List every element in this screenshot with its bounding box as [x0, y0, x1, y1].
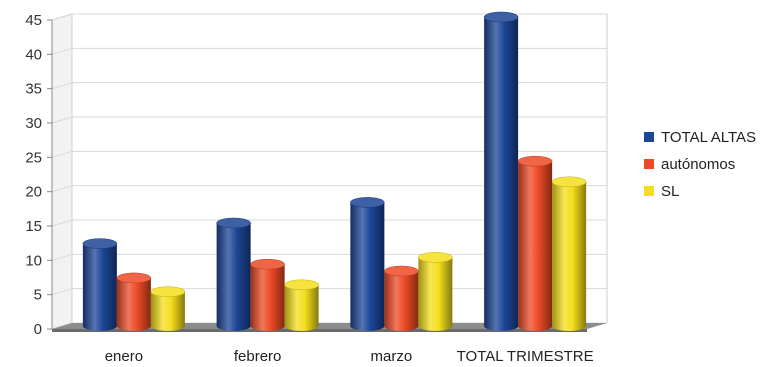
y-axis: 0 5 10 15 20 25 30 35 40 45	[25, 12, 53, 338]
bar-top	[517, 155, 553, 167]
y-tick-label: 25	[25, 149, 42, 166]
bar-body	[384, 271, 419, 332]
bar	[384, 265, 419, 332]
floor-top	[52, 323, 607, 329]
bar-body	[350, 202, 385, 332]
legend-swatch	[644, 159, 654, 169]
gridline-side	[51, 82, 73, 90]
legend-swatch	[644, 186, 654, 196]
y-tick-label: 30	[25, 115, 42, 132]
y-tick-label: 5	[34, 287, 42, 304]
bar-top	[82, 238, 118, 249]
bar-top	[483, 11, 519, 23]
bar-body	[82, 243, 117, 332]
legend-item: TOTAL ALTAS	[644, 129, 756, 146]
chart-floor	[52, 323, 607, 332]
bar	[350, 197, 385, 332]
gridline-side	[51, 288, 73, 296]
y-tick-label: 10	[25, 252, 42, 269]
legend-swatch	[644, 132, 654, 142]
bar	[284, 279, 319, 332]
legend-item: autónomos	[644, 156, 735, 173]
gridline-side	[51, 253, 73, 261]
bars	[82, 11, 587, 332]
gridline-side	[51, 116, 73, 124]
bar-top	[150, 286, 186, 297]
x-tick-label: TOTAL TRIMESTRE	[457, 348, 594, 365]
gridline-side	[51, 13, 73, 21]
bar-body	[216, 223, 251, 332]
bar-top	[216, 217, 251, 229]
bar	[483, 11, 519, 332]
legend-label: TOTAL ALTAS	[661, 129, 756, 146]
bar-body	[150, 291, 185, 332]
floor-edge	[52, 329, 587, 332]
bar-top	[350, 197, 385, 208]
bar-body	[284, 284, 319, 332]
y-tick-label: 35	[25, 81, 42, 98]
y-tick-label: 40	[25, 46, 42, 63]
bar-body	[418, 257, 453, 332]
gridline-side	[51, 47, 73, 55]
gridline-side	[51, 219, 73, 227]
bar-top	[250, 258, 285, 270]
bar-top	[384, 265, 419, 277]
x-tick-label: marzo	[371, 348, 413, 365]
bar-top	[551, 176, 587, 188]
legend: TOTAL ALTAS autónomos SL	[644, 129, 756, 200]
bar	[150, 286, 186, 332]
bar-top	[418, 252, 453, 263]
bar	[116, 272, 152, 332]
bar-top	[116, 272, 152, 284]
bar-body	[250, 264, 285, 332]
y-tick-label: 15	[25, 218, 42, 235]
bar-top	[284, 279, 319, 291]
y-tick-label: 20	[25, 184, 42, 201]
bar	[216, 217, 251, 332]
bar-body	[552, 181, 587, 332]
y-tick-label: 45	[25, 12, 42, 29]
legend-label: autónomos	[661, 156, 735, 173]
side-wall	[51, 13, 73, 330]
legend-item: SL	[644, 183, 679, 200]
gridline-side	[51, 185, 73, 193]
legend-label: SL	[661, 183, 679, 200]
gridline-side	[51, 150, 73, 158]
bar-body	[518, 161, 553, 331]
bar	[517, 155, 553, 331]
bar	[82, 238, 118, 332]
bar-body	[116, 277, 151, 332]
x-axis: enero febrero marzo TOTAL TRIMESTRE	[105, 348, 594, 365]
x-tick-label: febrero	[234, 348, 282, 365]
bar	[418, 252, 453, 332]
bar	[551, 176, 587, 332]
bar-body	[484, 17, 519, 332]
x-tick-label: enero	[105, 348, 143, 365]
y-tick-label: 0	[34, 321, 42, 338]
bar	[250, 258, 285, 332]
